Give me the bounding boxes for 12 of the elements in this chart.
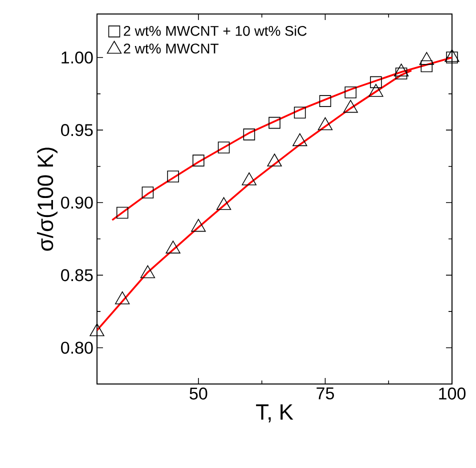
x-tick-label: 50 [190, 388, 208, 400]
y-tick-label: 0.95 [61, 124, 93, 136]
legend-label: 2 wt% MWCNT + 10 wt% SiC [124, 26, 307, 36]
y-tick-label: 0.85 [61, 269, 93, 282]
x-tick-label: 75 [316, 388, 334, 400]
y-axis-title: σ/σ(100 K) [37, 148, 58, 251]
y-tick-label: 1.00 [62, 52, 93, 64]
x-tick-label: 100 [439, 388, 466, 400]
legend-label: 2 wt% MWCNT [124, 44, 218, 54]
y-tick-label: 0.90 [61, 196, 93, 209]
x-axis-title: T, K [256, 404, 294, 422]
y-tick-label: 0.80 [61, 342, 93, 354]
